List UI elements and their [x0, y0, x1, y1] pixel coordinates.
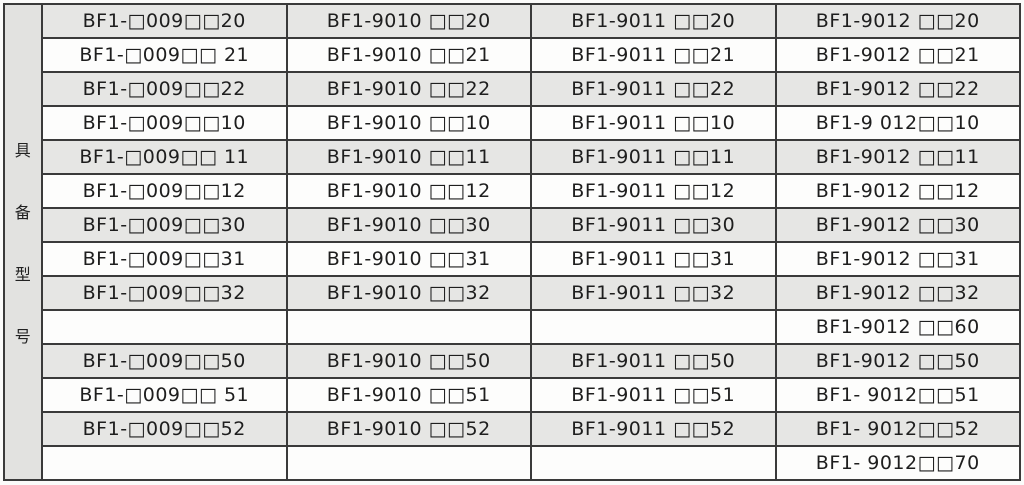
model-cell: BF1-9010 □□10 [285, 105, 532, 141]
model-cell: BF1-9010 □□21 [285, 37, 532, 73]
model-cell: BF1-9011 □□52 [530, 411, 777, 447]
model-cell: BF1-9011 □□22 [530, 71, 777, 107]
model-table: 具备型号 BF1-□009□□20 BF1-9010 □□20 BF1-9011 □□… [3, 3, 1021, 481]
model-cell: BF1-□009□□20 [41, 3, 288, 39]
side-label-char: 具 [14, 141, 32, 160]
model-cell: BF1-9012 □□11 [774, 139, 1021, 175]
model-cell: BF1-□009□□52 [41, 411, 288, 447]
model-cell: BF1-9012 □□60 [774, 309, 1021, 345]
model-cell: BF1-□009□□ 11 [41, 139, 288, 175]
model-cell: BF1-9010 □□32 [285, 275, 532, 311]
table-row: BF1-□009□□ 21 BF1-9010 □□21 BF1-9011 □□21 B… [4, 37, 1021, 73]
model-cell: BF1-9011 □□31 [530, 241, 777, 277]
table-row: BF1- 9012□□70 [4, 445, 1021, 481]
model-cell: BF1-9012 □□32 [774, 275, 1021, 311]
table-row: BF1-□009□□50 BF1-9010 □□50 BF1-9011 □□50 BF… [4, 343, 1021, 379]
table-row: BF1-□009□□10 BF1-9010 □□10 BF1-9011 □□10 BF… [4, 105, 1021, 141]
side-label-cell: 具备型号 [3, 3, 43, 481]
model-cell: BF1-9011 □□10 [530, 105, 777, 141]
table-row: BF1-□009□□ 11 BF1-9010 □□11 BF1-9011 □□11 B… [4, 139, 1021, 175]
model-cell: BF1-□009□□30 [41, 207, 288, 243]
model-cell: BF1-□009□□ 21 [41, 37, 288, 73]
model-cell: BF1-9012 □□22 [774, 71, 1021, 107]
model-cell: BF1-9012 □□21 [774, 37, 1021, 73]
table-row: BF1-□009□□32 BF1-9010 □□32 BF1-9011 □□32 BF… [4, 275, 1021, 311]
model-cell [285, 445, 532, 481]
model-cell [41, 309, 288, 345]
table-row: BF1-□009□□22 BF1-9010 □□22 BF1-9011 □□22 BF… [4, 71, 1021, 107]
side-label: 具备型号 [5, 137, 41, 347]
model-cell: BF1-□009□□ 51 [41, 377, 288, 413]
model-cell: BF1-9010 □□12 [285, 173, 532, 209]
model-cell: BF1-9011 □□32 [530, 275, 777, 311]
model-cell [285, 309, 532, 345]
table-row: BF1-□009□□ 51 BF1-9010 □□51 BF1-9011 □□51 B… [4, 377, 1021, 413]
model-cell: BF1- 9012□□52 [774, 411, 1021, 447]
model-cell [530, 309, 777, 345]
model-cell: BF1-9011 □□21 [530, 37, 777, 73]
side-label-char: 备 [14, 203, 32, 222]
model-cell: BF1-□009□□31 [41, 241, 288, 277]
model-cell: BF1-9011 □□51 [530, 377, 777, 413]
model-cell: BF1-9012 □□20 [774, 3, 1021, 39]
table-row: 具备型号 BF1-□009□□20 BF1-9010 □□20 BF1-9011 □□… [3, 3, 1021, 481]
table-row: BF1-□009□□30 BF1-9010 □□30 BF1-9011 □□30 BF… [4, 207, 1021, 243]
table-row: BF1-□009□□52 BF1-9010 □□52 BF1-9011 □□52 BF… [4, 411, 1021, 447]
model-cell: BF1-9010 □□50 [285, 343, 532, 379]
model-cell [41, 445, 288, 481]
model-cell: BF1-□009□□22 [41, 71, 288, 107]
model-cell: BF1- 9012□□51 [774, 377, 1021, 413]
model-cell: BF1-9010 □□20 [285, 3, 532, 39]
model-cell: BF1-9010 □□11 [285, 139, 532, 175]
model-cell: BF1-9010 □□30 [285, 207, 532, 243]
model-cell: BF1-□009□□12 [41, 173, 288, 209]
model-cell: BF1-9011 □□20 [530, 3, 777, 39]
model-cell: BF1-9012 □□50 [774, 343, 1021, 379]
model-cell: BF1-9011 □□50 [530, 343, 777, 379]
model-cell: BF1-□009□□50 [41, 343, 288, 379]
model-cell: BF1-9011 □□30 [530, 207, 777, 243]
model-cell: BF1-9 012□□10 [774, 105, 1021, 141]
model-cell: BF1-9012 □□30 [774, 207, 1021, 243]
model-cell: BF1-9011 □□11 [530, 139, 777, 175]
model-cell: BF1-9010 □□52 [285, 411, 532, 447]
model-cell: BF1-9011 □□12 [530, 173, 777, 209]
model-cell: BF1-□009□□32 [41, 275, 288, 311]
table-row: BF1-9012 □□60 [4, 309, 1021, 345]
model-cell: BF1-9010 □□51 [285, 377, 532, 413]
model-cell [530, 445, 777, 481]
side-label-char: 型 [14, 265, 32, 284]
model-cell: BF1-9010 □□22 [285, 71, 532, 107]
side-label-char: 号 [14, 327, 32, 346]
model-cell: BF1-9010 □□31 [285, 241, 532, 277]
model-cell: BF1- 9012□□70 [774, 445, 1021, 481]
model-cell: BF1-□009□□10 [41, 105, 288, 141]
table-row: BF1-□009□□31 BF1-9010 □□31 BF1-9011 □□31 BF… [4, 241, 1021, 277]
model-cell: BF1-9012 □□31 [774, 241, 1021, 277]
model-cell: BF1-9012 □□12 [774, 173, 1021, 209]
table-row: BF1-□009□□12 BF1-9010 □□12 BF1-9011 □□12 BF… [4, 173, 1021, 209]
